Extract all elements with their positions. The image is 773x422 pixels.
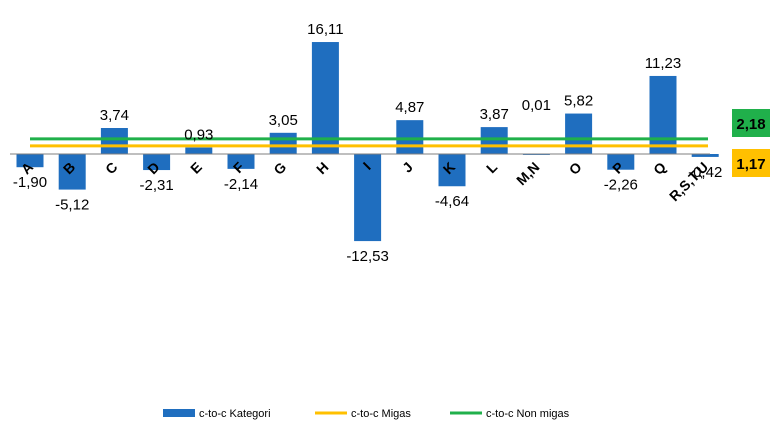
bar-a — [16, 154, 44, 168]
category-label-j: J — [399, 159, 416, 176]
value-label-rstu: -0,42 — [688, 164, 722, 181]
legend-label-kategori: c-to-c Kategori — [199, 408, 271, 420]
non-migas-value-box — [732, 109, 770, 137]
reference-lines-group — [30, 137, 708, 148]
legend-label-non-migas: c-to-c Non migas — [486, 408, 570, 420]
value-label-p: -2,26 — [604, 177, 638, 194]
value-label-a: -1,90 — [13, 174, 47, 191]
bar-g — [269, 132, 297, 154]
value-label-q: 11,23 — [645, 55, 681, 72]
value-label-k: -4,64 — [435, 193, 469, 210]
value-label-o: 5,82 — [564, 93, 593, 110]
value-label-d: -2,31 — [139, 177, 173, 194]
reference-value-boxes: 2,18 1,17 — [732, 109, 770, 177]
bar-c — [100, 128, 128, 154]
legend: c-to-c Kategori c-to-c Migas c-to-c Non mi… — [163, 408, 570, 420]
migas-value-box-label: 1,17 — [736, 156, 765, 173]
bar-h — [311, 42, 339, 154]
non-migas-value-box-label: 2,18 — [736, 116, 765, 133]
category-label-mn: M,N — [513, 159, 542, 188]
bar-b — [58, 154, 86, 190]
value-label-e: 0,93 — [184, 127, 213, 144]
bar-l — [480, 127, 508, 154]
category-label-l: L — [483, 158, 501, 176]
bar-rstu — [691, 154, 719, 157]
legend-swatch-kategori — [163, 409, 195, 417]
value-label-i: -12,53 — [346, 248, 389, 265]
value-label-f: -2,14 — [224, 176, 258, 193]
category-label-q: Q — [650, 159, 669, 178]
bar-q — [649, 75, 677, 154]
bar-d — [143, 154, 171, 171]
bar-f — [227, 154, 255, 169]
value-label-mn: 0,01 — [522, 97, 551, 114]
category-label-e: E — [187, 159, 205, 177]
bar-i — [354, 154, 382, 242]
legend-label-migas: c-to-c Migas — [351, 408, 411, 420]
value-label-b: -5,12 — [55, 197, 89, 214]
value-label-h: 16,11 — [307, 21, 343, 38]
bar-j — [396, 120, 424, 154]
bar-k — [438, 154, 466, 187]
bars-group — [16, 42, 719, 242]
bar-o — [565, 113, 593, 154]
category-label-h: H — [313, 159, 331, 177]
category-label-g: G — [270, 159, 289, 178]
value-label-j: 4,87 — [395, 99, 424, 116]
value-label-c: 3,74 — [100, 107, 129, 124]
category-label-c: C — [102, 159, 120, 177]
bar-e — [185, 147, 213, 154]
migas-value-box — [732, 149, 770, 177]
value-label-l: 3,87 — [480, 106, 509, 123]
bar-p — [607, 154, 635, 170]
value-label-g: 3,05 — [269, 112, 298, 129]
category-label-o: O — [566, 159, 585, 178]
